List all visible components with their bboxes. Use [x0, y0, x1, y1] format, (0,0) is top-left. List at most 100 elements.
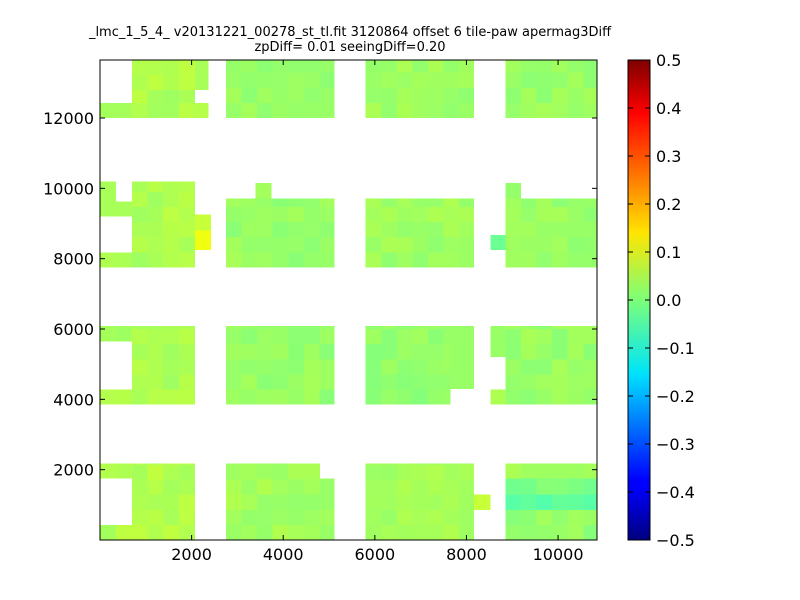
heatmap-tile [132, 326, 148, 330]
heatmap-tile [520, 329, 537, 345]
heatmap-tile [427, 359, 444, 375]
plot-area [100, 60, 597, 540]
y-tick-label: 4000 [53, 390, 94, 409]
heatmap-tile [225, 252, 242, 268]
heatmap-tile [505, 87, 521, 103]
heatmap-tile [319, 72, 335, 88]
heatmap-cell [100, 181, 117, 217]
heatmap-tile [583, 524, 597, 540]
heatmap-tile [272, 374, 289, 390]
heatmap-tile [100, 326, 116, 342]
heatmap-tile [225, 222, 242, 238]
heatmap-tile [536, 87, 553, 103]
heatmap-tile [178, 206, 195, 223]
heatmap-tile [319, 344, 335, 360]
heatmap-cell [474, 494, 491, 511]
heatmap-tile [303, 359, 320, 375]
heatmap-tile [412, 198, 428, 207]
heatmap-tile [319, 374, 335, 390]
heatmap-tile [257, 344, 273, 360]
heatmap-tile [303, 524, 320, 540]
heatmap-cell [490, 389, 506, 405]
heatmap-tile [365, 222, 382, 238]
heatmap-tile [178, 191, 195, 207]
heatmap-tile [520, 87, 537, 103]
heatmap-tile [567, 237, 584, 253]
heatmap-tile [288, 494, 304, 510]
heatmap-tile [365, 326, 382, 330]
heatmap-tile [567, 222, 584, 238]
heatmap-tile [567, 252, 584, 268]
heatmap-tile [272, 494, 289, 510]
heatmap-tile [443, 359, 451, 375]
heatmap-tile [427, 87, 444, 103]
heatmap-tile [241, 494, 258, 510]
heatmap-tile [412, 389, 428, 405]
heatmap-tile [131, 389, 133, 405]
heatmap-tile [147, 374, 164, 390]
heatmap-tile [443, 464, 460, 480]
heatmap-tile [303, 87, 320, 103]
heatmap-tile [567, 206, 584, 223]
heatmap-tile [443, 252, 460, 268]
heatmap-tile [381, 198, 397, 207]
heatmap-tile [178, 479, 195, 495]
heatmap-tile [443, 206, 460, 223]
heatmap-tile [396, 87, 413, 103]
heatmap-tile [131, 524, 133, 540]
heatmap-tile [381, 102, 397, 119]
heatmap-tile [319, 478, 335, 480]
heatmap-tile [257, 463, 273, 479]
heatmap-tile [132, 237, 148, 253]
heatmap-tile [272, 359, 289, 375]
heatmap-tile [552, 87, 568, 103]
heatmap-tile [552, 326, 568, 330]
heatmap-tile [505, 252, 521, 268]
heatmap-tile [319, 479, 335, 495]
heatmap-tile [288, 479, 304, 495]
heatmap-tile [115, 463, 132, 479]
heatmap-tile [241, 463, 258, 479]
heatmap-tile [443, 60, 460, 73]
heatmap-tile [505, 344, 521, 360]
heatmap-tile [163, 359, 179, 375]
heatmap-tile [505, 524, 521, 540]
heatmap-tile [583, 252, 597, 268]
heatmap-tile [178, 326, 195, 330]
y-tick-label: 12000 [43, 109, 94, 128]
heatmap-tile [257, 374, 273, 390]
heatmap-tile [505, 510, 521, 525]
colorbar-tick-label: 0.3 [656, 147, 681, 166]
heatmap-tile [459, 102, 475, 119]
heatmap-tile [583, 102, 597, 119]
heatmap-tile [147, 206, 164, 223]
heatmap-tile [163, 181, 179, 192]
heatmap-tile [567, 494, 584, 495]
heatmap-tile [520, 479, 537, 495]
heatmap-tile [163, 344, 179, 360]
heatmap-tile [241, 326, 258, 330]
heatmap-tile [412, 329, 428, 345]
heatmap-tile [178, 237, 195, 253]
heatmap-tile [303, 478, 320, 480]
heatmap-tile [303, 198, 320, 207]
heatmap-cell [116, 201, 133, 217]
heatmap-tile [132, 389, 148, 405]
heatmap-tile [132, 509, 148, 525]
heatmap-tile [131, 326, 133, 342]
heatmap-tile [459, 494, 475, 510]
heatmap-tile [225, 374, 242, 390]
heatmap-tile [583, 60, 597, 73]
heatmap-tile [147, 464, 164, 480]
heatmap-tile [536, 374, 553, 390]
heatmap-tile [303, 237, 320, 253]
heatmap-tile [225, 494, 242, 510]
heatmap-tile [583, 198, 597, 207]
heatmap-tile [427, 463, 444, 465]
x-tick-label: 8000 [446, 545, 487, 564]
heatmap-tile [412, 464, 428, 480]
heatmap-tile [147, 463, 164, 465]
heatmap-tile [443, 494, 460, 510]
heatmap-tile [536, 329, 553, 345]
heatmap-tile [567, 463, 584, 479]
